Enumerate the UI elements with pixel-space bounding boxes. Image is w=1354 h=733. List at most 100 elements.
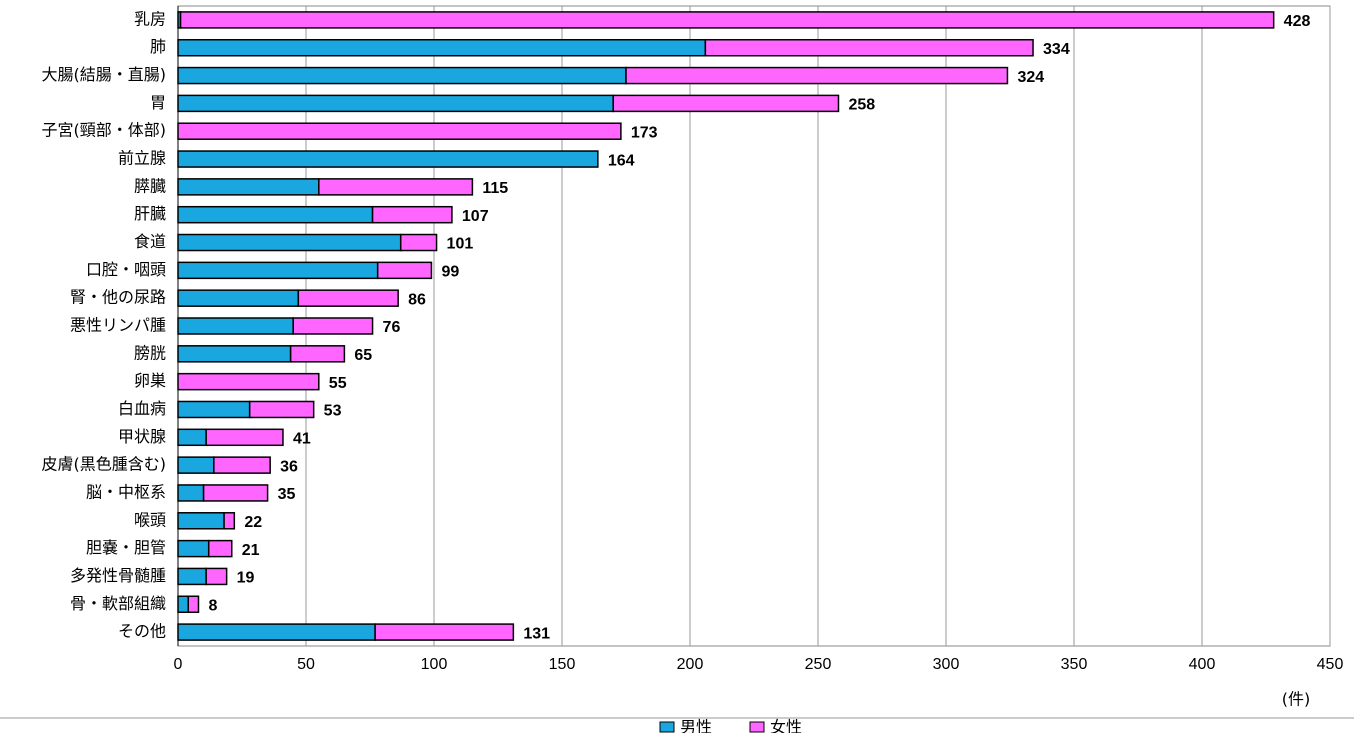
bar-segment	[177, 317, 294, 335]
x-tick-label: 150	[549, 656, 576, 673]
y-tick-label: 口腔・咽頭	[86, 260, 166, 279]
total-label: 21	[242, 542, 260, 559]
bar-segment	[177, 345, 292, 363]
bar-segment	[177, 428, 207, 447]
total-label: 164	[608, 152, 635, 169]
bar-segment	[177, 38, 707, 57]
bar-segment	[205, 428, 284, 447]
y-tick-label: 白血病	[118, 399, 166, 418]
y-tick-label: 多発性骨髄腫	[70, 566, 166, 585]
total-label: 76	[383, 319, 401, 336]
total-label: 22	[244, 514, 262, 531]
bar-segment	[177, 150, 599, 168]
bar-segment	[202, 484, 269, 502]
y-tick-label: 胃	[150, 93, 166, 112]
bar-segment	[177, 623, 376, 641]
bar-segment	[704, 38, 1034, 57]
legend-label: 女性	[770, 718, 802, 733]
legend-label: 男性	[680, 718, 712, 733]
bar-segment	[177, 66, 627, 85]
total-label: 36	[280, 458, 298, 475]
bar-segment	[187, 595, 200, 614]
bar-segment	[177, 456, 215, 474]
bar-segment	[289, 345, 346, 363]
bar-segment	[177, 122, 622, 140]
bar-segment	[374, 623, 515, 641]
y-tick-label: 骨・軟部組織	[70, 594, 166, 613]
x-tick-label: 350	[1061, 656, 1088, 673]
total-label: 19	[237, 570, 255, 587]
bar-segment	[177, 261, 379, 280]
y-tick-label: 前立腺	[118, 149, 166, 168]
total-label: 324	[1017, 69, 1044, 86]
total-label: 115	[482, 180, 508, 197]
y-tick-label: 腎・他の尿路	[70, 288, 166, 307]
y-tick-label: 悪性リンパ腫	[70, 316, 166, 335]
bar-segment	[177, 484, 205, 502]
x-tick-label: 300	[933, 656, 960, 673]
bar-segment	[625, 66, 1009, 85]
bar-segment	[177, 400, 251, 419]
bar-segment	[177, 94, 614, 113]
x-unit: (件)	[1282, 690, 1311, 709]
bar-segment	[177, 567, 207, 586]
x-tick-label: 250	[805, 656, 832, 673]
bar-segment	[179, 11, 1275, 29]
total-label: 8	[208, 597, 217, 614]
total-label: 55	[329, 375, 347, 392]
y-tick-label: 膀胱	[134, 343, 166, 362]
bar-segment	[399, 233, 438, 252]
total-label: 53	[324, 403, 342, 420]
y-tick-label: 大腸(結腸・直腸)	[42, 65, 167, 84]
bar-segment	[177, 539, 210, 558]
legend-swatch	[749, 721, 765, 733]
y-tick-label: 乳房	[134, 9, 166, 28]
bar-segment	[371, 205, 453, 224]
bar-segment	[612, 94, 840, 113]
y-tick-label: 子宮(頸部・体部)	[42, 121, 167, 140]
bar-segment	[318, 178, 474, 196]
total-label: 86	[408, 291, 426, 308]
total-label: 35	[278, 486, 296, 503]
total-label: 131	[523, 625, 550, 642]
y-tick-label: 膵臓	[134, 176, 166, 195]
total-label: 41	[293, 431, 311, 448]
bar-segment	[248, 400, 315, 419]
total-label: 258	[848, 97, 875, 114]
total-label: 334	[1043, 41, 1070, 58]
x-tick-label: 200	[677, 656, 704, 673]
x-tick-label: 50	[297, 656, 315, 673]
bar-segment	[213, 456, 271, 474]
bar-segment	[297, 289, 399, 307]
bar-segment	[177, 233, 402, 252]
total-label: 428	[1284, 13, 1311, 30]
bar-segment	[207, 539, 233, 558]
bar-segment	[177, 512, 225, 530]
y-tick-label: 胆嚢・胆管	[86, 538, 166, 557]
bar-segment	[223, 512, 236, 530]
total-label: 107	[462, 208, 489, 225]
bar-segment	[205, 567, 228, 586]
y-tick-label: 脳・中枢系	[86, 482, 166, 501]
x-tick-label: 400	[1189, 656, 1216, 673]
x-tick-label: 100	[421, 656, 448, 673]
bar-segment	[177, 205, 374, 224]
y-tick-label: 肝臓	[134, 204, 166, 223]
total-label: 99	[441, 264, 459, 281]
y-tick-label: その他	[118, 622, 166, 641]
x-tick-label: 0	[174, 656, 183, 673]
y-tick-label: 食道	[134, 232, 166, 251]
legend-swatch	[659, 721, 675, 733]
bar-segment	[292, 317, 374, 335]
bar-segment	[177, 372, 320, 391]
bar-segment	[177, 178, 320, 196]
y-tick-label: 卵巣	[134, 371, 166, 390]
y-tick-label: 肺	[150, 37, 166, 56]
y-tick-label: 喉頭	[134, 510, 166, 529]
bar-segment	[177, 595, 189, 614]
x-tick-label: 450	[1317, 656, 1344, 673]
y-tick-label: 甲状腺	[118, 427, 166, 446]
total-label: 173	[631, 124, 658, 141]
bar-segment	[177, 289, 300, 307]
